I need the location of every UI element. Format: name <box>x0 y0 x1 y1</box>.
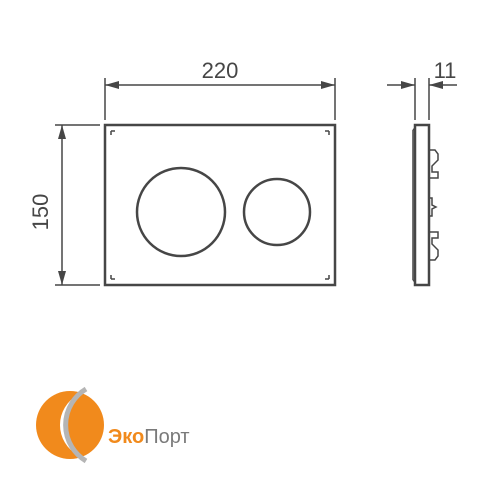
dim-width-value: 220 <box>202 58 239 83</box>
dim-height: 150 <box>28 125 100 285</box>
technical-drawing: 150 220 11 <box>0 0 500 500</box>
side-clip-bottom <box>429 232 438 260</box>
dim-width: 220 <box>105 58 335 120</box>
dim-depth: 11 <box>387 58 457 120</box>
logo: ЭкоПорт <box>36 389 190 461</box>
dim-depth-value: 11 <box>434 58 457 83</box>
button-large <box>137 168 225 256</box>
front-view <box>105 125 335 285</box>
button-small <box>244 179 310 245</box>
logo-text: ЭкоПорт <box>108 426 190 448</box>
side-clip-top <box>429 150 438 178</box>
side-view <box>413 125 438 285</box>
dim-height-value: 150 <box>28 194 53 231</box>
